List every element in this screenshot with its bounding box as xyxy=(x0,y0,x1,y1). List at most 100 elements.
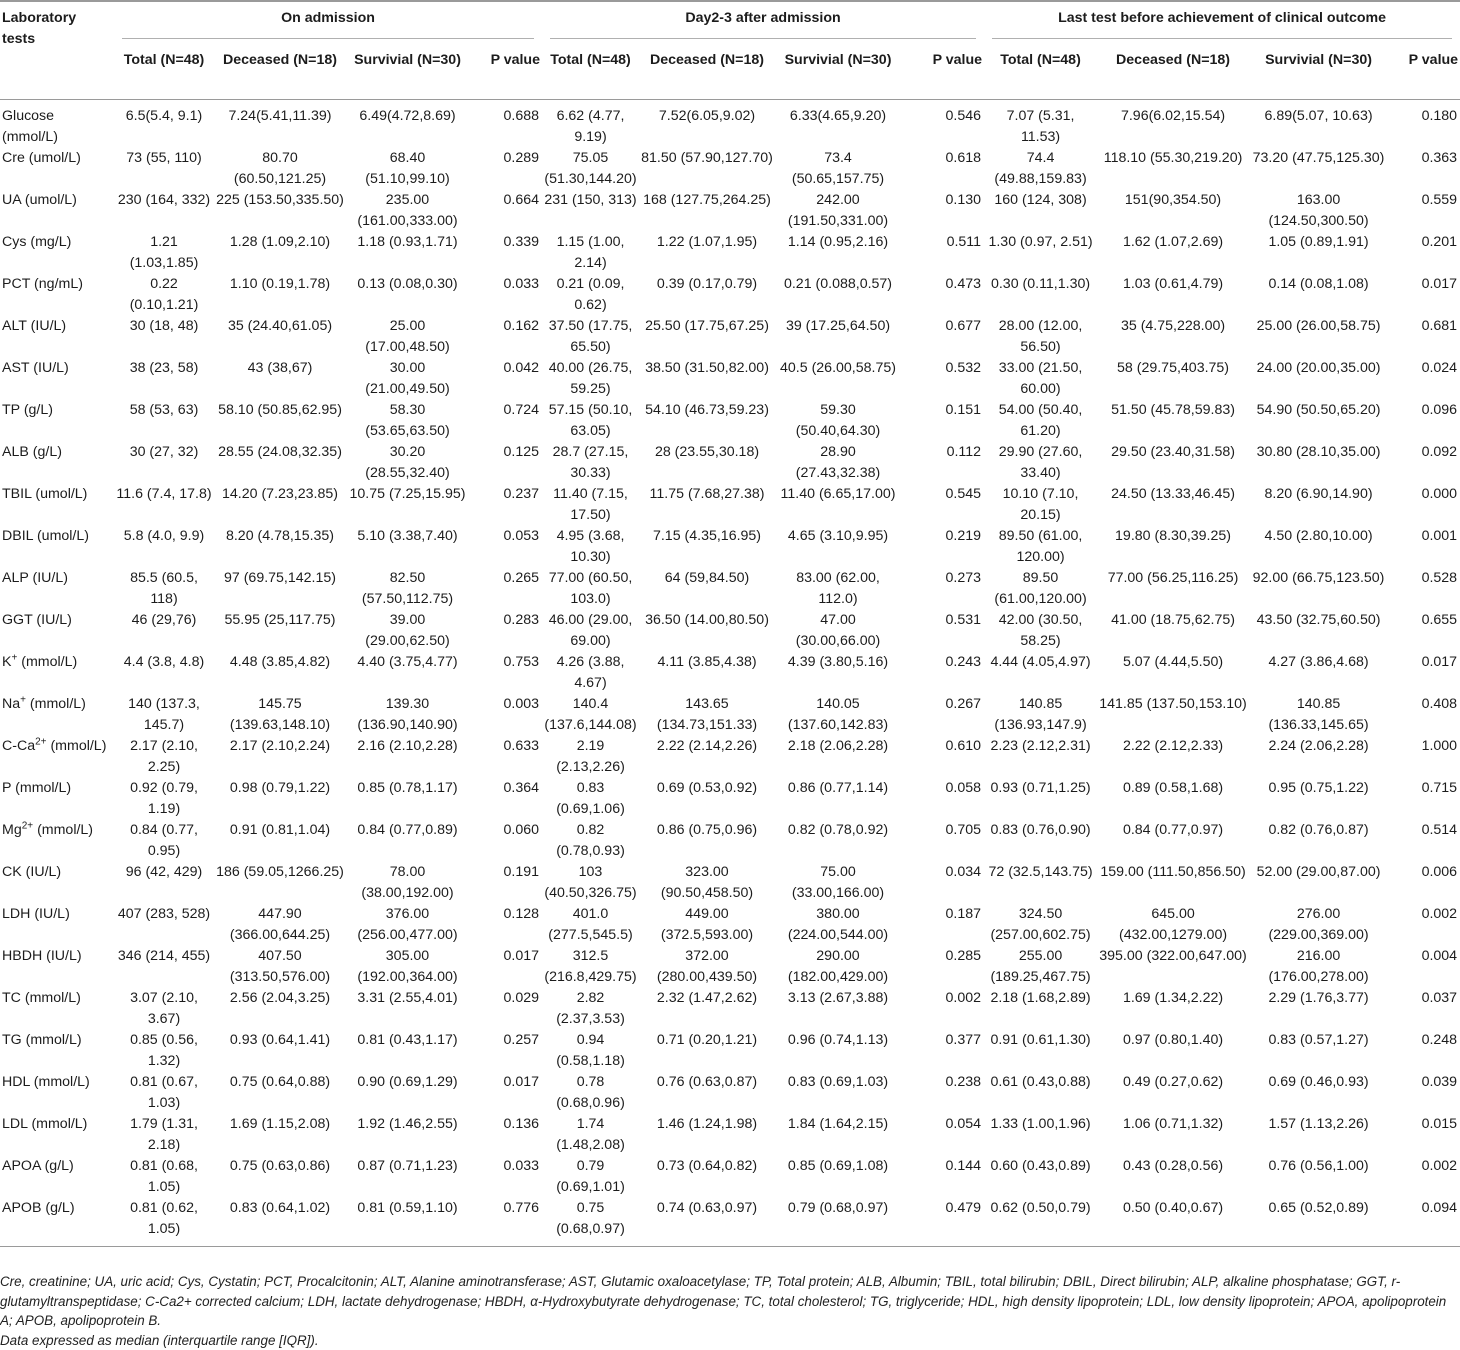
value-cell: 235.00 (161.00,333.00) xyxy=(346,190,469,232)
value-cell: 2.17 (2.10,2.24) xyxy=(214,736,346,778)
p-value-cell: 0.546 xyxy=(901,100,984,149)
table-row: DBIL (umol/L)5.8 (4.0, 9.9)8.20 (4.78,15… xyxy=(0,526,1460,568)
value-cell: 54.10 (46.73,59.23) xyxy=(639,400,775,442)
p-value-cell: 1.000 xyxy=(1388,736,1460,778)
value-cell: 230 (164, 332) xyxy=(114,190,214,232)
row-label: CK (IU/L) xyxy=(0,862,114,904)
value-cell: 312.5 (216.8,429.75) xyxy=(542,946,639,988)
p-value-cell: 0.237 xyxy=(469,484,542,526)
row-label: C-Ca2+ (mmol/L) xyxy=(0,736,114,778)
table-row: Mg2+ (mmol/L)0.84 (0.77, 0.95)0.91 (0.81… xyxy=(0,820,1460,862)
value-cell: 0.82 (0.78,0.92) xyxy=(775,820,901,862)
value-cell: 7.07 (5.31, 11.53) xyxy=(984,100,1097,149)
row-label: Cys (mg/L) xyxy=(0,232,114,274)
value-cell: 401.0 (277.5,545.5) xyxy=(542,904,639,946)
value-cell: 143.65 (134.73,151.33) xyxy=(639,694,775,736)
table-row: APOB (g/L)0.81 (0.62, 1.05)0.83 (0.64,1.… xyxy=(0,1198,1460,1247)
p-value-cell: 0.633 xyxy=(469,736,542,778)
table-row: ALT (IU/L)30 (18, 48)35 (24.40,61.05)25.… xyxy=(0,316,1460,358)
table-row: Na+ (mmol/L)140 (137.3, 145.7)145.75 (13… xyxy=(0,694,1460,736)
value-cell: 89.50 (61.00,120.00) xyxy=(984,568,1097,610)
header-group-on-admission: On admission xyxy=(114,1,542,48)
value-cell: 0.60 (0.43,0.89) xyxy=(984,1156,1097,1198)
value-cell: 140.85 (136.93,147.9) xyxy=(984,694,1097,736)
p-value-cell: 0.191 xyxy=(469,862,542,904)
value-cell: 0.21 (0.09, 0.62) xyxy=(542,274,639,316)
row-label: TC (mmol/L) xyxy=(0,988,114,1030)
value-cell: 7.15 (4.35,16.95) xyxy=(639,526,775,568)
value-cell: 0.95 (0.75,1.22) xyxy=(1249,778,1388,820)
subheader-survival: Survivial (N=30) xyxy=(1249,48,1388,100)
p-value-cell: 0.363 xyxy=(1388,148,1460,190)
value-cell: 0.79 (0.69,1.01) xyxy=(542,1156,639,1198)
value-cell: 0.81 (0.43,1.17) xyxy=(346,1030,469,1072)
p-value-cell: 0.180 xyxy=(1388,100,1460,149)
value-cell: 30.20 (28.55,32.40) xyxy=(346,442,469,484)
value-cell: 0.81 (0.59,1.10) xyxy=(346,1198,469,1247)
value-cell: 24.00 (20.00,35.00) xyxy=(1249,358,1388,400)
value-cell: 77.00 (56.25,116.25) xyxy=(1097,568,1249,610)
value-cell: 6.62 (4.77, 9.19) xyxy=(542,100,639,149)
p-value-cell: 0.265 xyxy=(469,568,542,610)
subheader-total: Total (N=48) xyxy=(542,48,639,100)
table-row: GGT (IU/L)46 (29,76)55.95 (25,117.75)39.… xyxy=(0,610,1460,652)
row-label: TG (mmol/L) xyxy=(0,1030,114,1072)
value-cell: 145.75 (139.63,148.10) xyxy=(214,694,346,736)
value-cell: 103 (40.50,326.75) xyxy=(542,862,639,904)
table-row: TG (mmol/L)0.85 (0.56, 1.32)0.93 (0.64,1… xyxy=(0,1030,1460,1072)
p-value-cell: 0.034 xyxy=(901,862,984,904)
value-cell: 58 (53, 63) xyxy=(114,400,214,442)
subheader-survival: Survivial (N=30) xyxy=(775,48,901,100)
header-laboratory-tests: Laboratory tests xyxy=(0,1,114,100)
row-label: AST (IU/L) xyxy=(0,358,114,400)
value-cell: 449.00 (372.5,593.00) xyxy=(639,904,775,946)
p-value-cell: 0.201 xyxy=(1388,232,1460,274)
value-cell: 14.20 (7.23,23.85) xyxy=(214,484,346,526)
value-cell: 0.86 (0.75,0.96) xyxy=(639,820,775,862)
value-cell: 28.00 (12.00, 56.50) xyxy=(984,316,1097,358)
value-cell: 0.43 (0.28,0.56) xyxy=(1097,1156,1249,1198)
value-cell: 1.30 (0.97, 2.51) xyxy=(984,232,1097,274)
value-cell: 6.33(4.65,9.20) xyxy=(775,100,901,149)
p-value-cell: 0.092 xyxy=(1388,442,1460,484)
value-cell: 0.21 (0.088,0.57) xyxy=(775,274,901,316)
value-cell: 0.81 (0.67, 1.03) xyxy=(114,1072,214,1114)
value-cell: 46 (29,76) xyxy=(114,610,214,652)
value-cell: 1.62 (1.07,2.69) xyxy=(1097,232,1249,274)
p-value-cell: 0.002 xyxy=(1388,1156,1460,1198)
value-cell: 52.00 (29.00,87.00) xyxy=(1249,862,1388,904)
p-value-cell: 0.545 xyxy=(901,484,984,526)
value-cell: 0.69 (0.46,0.93) xyxy=(1249,1072,1388,1114)
value-cell: 4.95 (3.68, 10.30) xyxy=(542,526,639,568)
p-value-cell: 0.285 xyxy=(901,946,984,988)
value-cell: 242.00 (191.50,331.00) xyxy=(775,190,901,232)
value-cell: 43.50 (32.75,60.50) xyxy=(1249,610,1388,652)
value-cell: 0.91 (0.81,1.04) xyxy=(214,820,346,862)
value-cell: 290.00 (182.00,429.00) xyxy=(775,946,901,988)
value-cell: 151(90,354.50) xyxy=(1097,190,1249,232)
value-cell: 4.11 (3.85,4.38) xyxy=(639,652,775,694)
value-cell: 29.90 (27.60, 33.40) xyxy=(984,442,1097,484)
value-cell: 40.5 (26.00,58.75) xyxy=(775,358,901,400)
value-cell: 33.00 (21.50, 60.00) xyxy=(984,358,1097,400)
value-cell: 35 (4.75,228.00) xyxy=(1097,316,1249,358)
row-label: Mg2+ (mmol/L) xyxy=(0,820,114,862)
subheader-deceased: Deceased (N=18) xyxy=(1097,48,1249,100)
value-cell: 10.10 (7.10, 20.15) xyxy=(984,484,1097,526)
value-cell: 57.15 (50.10, 63.05) xyxy=(542,400,639,442)
p-value-cell: 0.559 xyxy=(1388,190,1460,232)
value-cell: 35 (24.40,61.05) xyxy=(214,316,346,358)
row-label: APOA (g/L) xyxy=(0,1156,114,1198)
value-cell: 4.40 (3.75,4.77) xyxy=(346,652,469,694)
value-cell: 1.79 (1.31, 2.18) xyxy=(114,1114,214,1156)
value-cell: 163.00 (124.50,300.50) xyxy=(1249,190,1388,232)
value-cell: 255.00 (189.25,467.75) xyxy=(984,946,1097,988)
value-cell: 2.22 (2.14,2.26) xyxy=(639,736,775,778)
value-cell: 11.6 (7.4, 17.8) xyxy=(114,484,214,526)
p-value-cell: 0.528 xyxy=(1388,568,1460,610)
p-value-cell: 0.094 xyxy=(1388,1198,1460,1247)
value-cell: 6.49(4.72,8.69) xyxy=(346,100,469,149)
row-label: APOB (g/L) xyxy=(0,1198,114,1247)
value-cell: 2.18 (1.68,2.89) xyxy=(984,988,1097,1030)
value-cell: 346 (214, 455) xyxy=(114,946,214,988)
